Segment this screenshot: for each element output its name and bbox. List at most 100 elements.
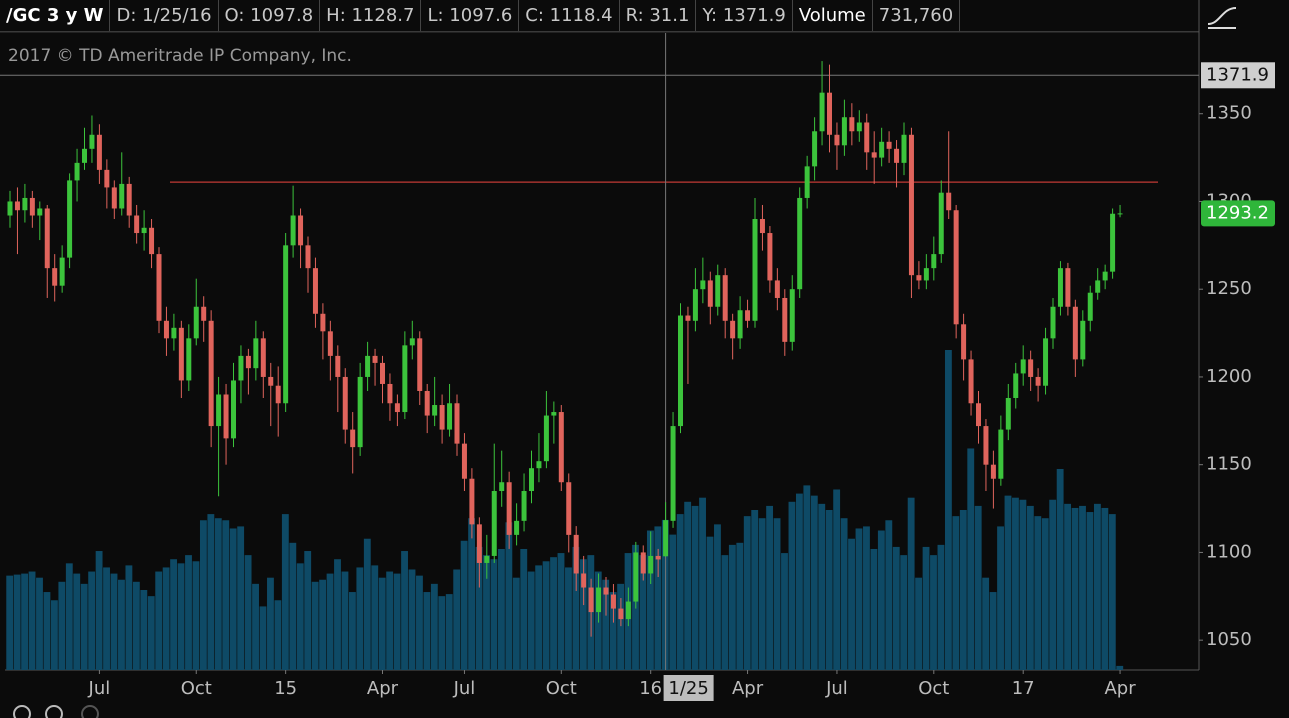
volume-bar [714,524,721,670]
volume-bar [661,519,669,670]
candle-body [901,134,907,163]
volume-bar [468,518,476,670]
symbol[interactable]: /GC 3 y W [0,0,111,31]
candle-body [275,385,281,404]
x-tick-label: Jul [825,678,848,699]
volume-bar [542,561,550,670]
cursor-date-label: 1/25 [668,678,708,699]
zoom-button[interactable] [13,705,31,718]
volume-bar [371,565,379,670]
candle-body [141,227,147,234]
candle-body [692,289,698,321]
candle-body [722,275,728,321]
volume-bar [58,581,66,670]
candle-body [752,219,758,321]
volume-bar [110,573,118,670]
volume-bar [930,555,937,670]
candle-body [1035,376,1041,386]
volume-bar [848,538,855,670]
volume-bar [535,565,543,670]
volume-bar [751,510,759,670]
zoom-in-button[interactable] [45,705,63,718]
volume-bar [602,579,610,670]
candle-body [447,403,453,430]
x-tick-label: 15 [274,678,297,699]
volume-bar [1049,499,1057,670]
volume-bar [818,503,826,670]
candle-body [171,327,177,339]
candle-body [774,280,780,298]
candle-body [409,338,415,346]
header-item: Y: 1371.9 [696,0,793,31]
candle-body [186,338,192,381]
zoom-out-button[interactable] [81,705,99,718]
candle-body [52,268,58,286]
x-tick-label: Apr [367,678,399,699]
volume-bar [348,592,356,670]
volume-bar [177,563,185,670]
volume-bar [281,514,289,670]
volume-bar [669,534,677,670]
candle-body [327,331,333,356]
volume-bar [557,553,565,670]
candle-body [104,169,110,188]
volume-bar [877,530,885,670]
candle-body [827,92,832,135]
candle-body [253,338,259,369]
icon-bg[interactable] [1204,2,1240,32]
candle-body [484,555,490,563]
volume-bar [192,561,200,670]
volume-bar [416,575,423,670]
volume-bar [162,567,170,670]
volume-bar [483,555,490,670]
header-item: O: 1097.8 [219,0,321,31]
volume-bar [505,522,513,670]
volume-bars [6,350,1124,670]
volume-bar [967,448,975,670]
candle-body [588,587,594,613]
volume-bar [736,542,744,670]
volume-bar [80,583,88,670]
volume-bar [1079,505,1086,670]
candle-body [871,152,877,158]
volume-bar [654,526,662,670]
candle-body [610,594,616,609]
icon-glyph[interactable] [1207,7,1237,29]
volume-bar [170,559,178,670]
candle-body [7,201,13,216]
volume-bar [267,577,274,670]
candle-body [931,254,937,269]
candle-body [469,478,475,525]
volume-bar [378,577,386,670]
volume-bar [728,544,736,670]
candle-body [663,520,669,557]
candle-body [312,268,318,314]
candle-body [14,201,20,211]
style-icon[interactable] [1204,2,1240,32]
candle-body [245,355,251,369]
volume-bar [36,577,43,670]
candle-body [797,197,803,290]
candle-body [894,148,900,163]
candle-body [268,376,274,386]
y-tick-label: 1300 [1206,190,1252,211]
candle-body [566,482,572,535]
candle-body [506,482,512,535]
volume-bar [118,579,125,670]
volume-bar [1012,497,1019,670]
volume-bar [944,350,952,670]
volume-bar [43,592,51,670]
volume-bar [788,501,796,670]
volume-bar [550,557,557,670]
volume-bar [475,546,483,670]
volume-bar [527,571,535,670]
volume-bar [438,596,446,670]
candle-body [499,482,505,492]
volume-bar [989,592,997,670]
candle-body [134,215,140,234]
candle-body [305,245,311,269]
candle-body [514,520,520,535]
volume-bar [982,577,990,670]
candle-body [655,555,661,560]
